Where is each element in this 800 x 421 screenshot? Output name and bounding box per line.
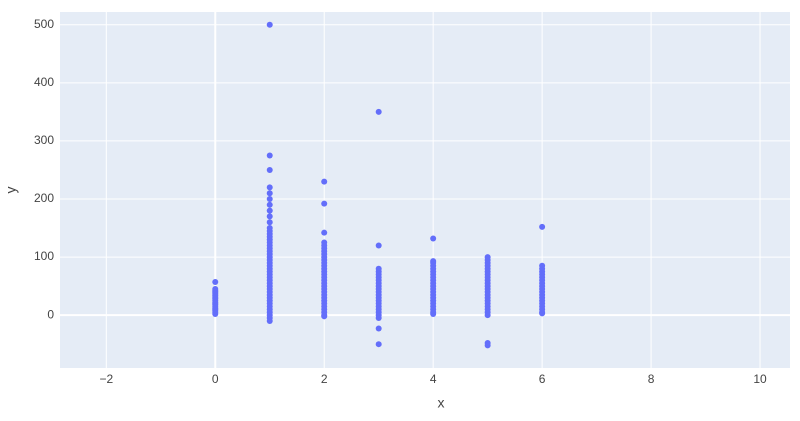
point — [266, 152, 273, 159]
y-tick-label: 500 — [34, 17, 54, 31]
y-tick-label: 300 — [34, 133, 54, 147]
point — [375, 341, 382, 348]
point — [430, 258, 437, 265]
x-tick-label: 8 — [648, 372, 655, 386]
point — [484, 340, 491, 347]
point — [266, 213, 273, 220]
x-tick-label: 4 — [430, 372, 437, 386]
point — [266, 196, 273, 203]
point — [266, 201, 273, 208]
point — [375, 108, 382, 115]
point — [266, 207, 273, 214]
point — [321, 229, 328, 236]
point — [484, 254, 491, 261]
point — [539, 262, 546, 269]
point — [539, 223, 546, 230]
y-tick-label: 400 — [34, 75, 54, 89]
point — [430, 235, 437, 242]
point — [266, 184, 273, 191]
y-axis-label: y — [3, 187, 19, 194]
x-tick-label: 2 — [321, 372, 328, 386]
point — [266, 219, 273, 226]
point — [375, 325, 382, 332]
y-tick-label: 0 — [47, 307, 54, 321]
point — [266, 225, 273, 232]
point — [375, 242, 382, 249]
point — [321, 239, 328, 246]
point — [375, 265, 382, 272]
x-axis-label: x — [438, 395, 445, 411]
point — [321, 178, 328, 185]
point — [321, 200, 328, 207]
y-tick-label: 100 — [34, 249, 54, 263]
x-tick-label: 10 — [753, 372, 767, 386]
point — [266, 190, 273, 197]
point — [212, 279, 219, 286]
point — [212, 286, 219, 293]
point — [266, 166, 273, 173]
point — [266, 21, 273, 28]
x-tick-label: 0 — [212, 372, 219, 386]
x-tick-label: −2 — [99, 372, 113, 386]
y-tick-label: 200 — [34, 191, 54, 205]
x-tick-label: 6 — [539, 372, 546, 386]
plot-area — [60, 12, 790, 368]
